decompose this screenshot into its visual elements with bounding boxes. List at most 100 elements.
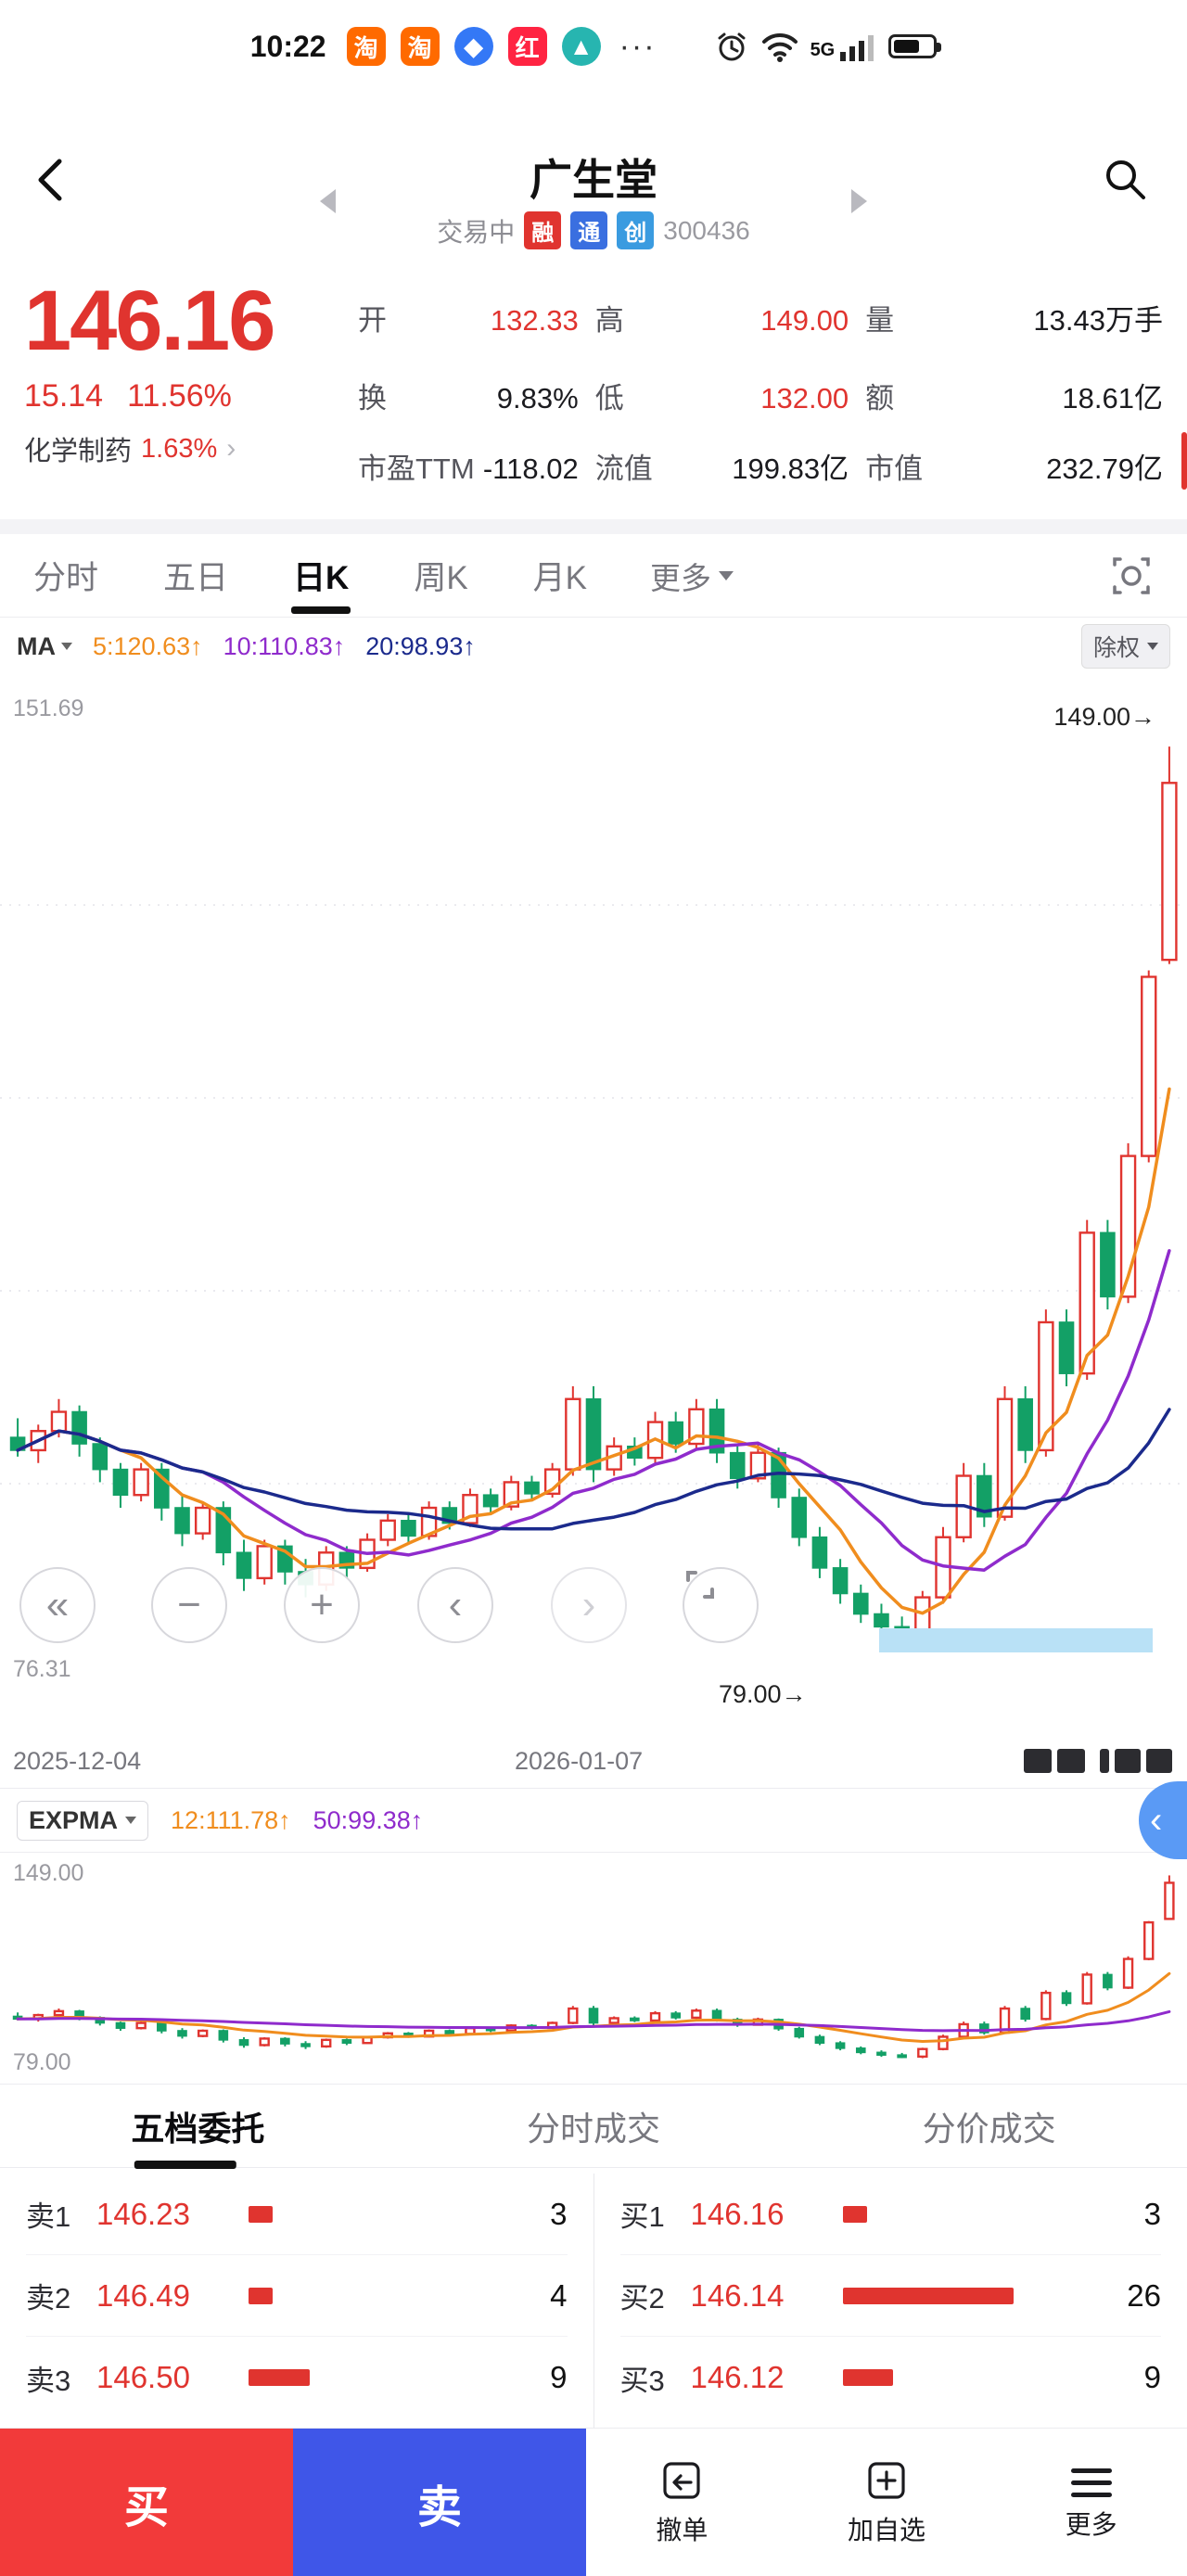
status-bar: 10:22 淘 淘 ◆ 红 ▲ ··· 5G bbox=[0, 0, 1187, 93]
industry-name: 化学制药 bbox=[24, 437, 133, 466]
stat-high: 高 149.00 bbox=[594, 303, 849, 337]
section-divider bbox=[0, 519, 1187, 534]
more-notifications-icon: ··· bbox=[619, 28, 657, 64]
volume-bar bbox=[842, 2369, 893, 2386]
tab-daily-k[interactable]: 日K bbox=[291, 535, 351, 616]
jump-left-button[interactable]: « bbox=[19, 1567, 96, 1643]
pan-left-button[interactable]: ‹ bbox=[417, 1567, 493, 1643]
scroll-indicator bbox=[1181, 432, 1187, 490]
stat-low: 低 132.00 bbox=[594, 381, 849, 414]
signal-bars-icon bbox=[840, 35, 874, 61]
buy-button[interactable]: 买 bbox=[0, 2429, 293, 2576]
pan-right-button[interactable]: › bbox=[551, 1567, 627, 1643]
search-icon[interactable] bbox=[1100, 154, 1150, 209]
cancel-order-icon bbox=[663, 2461, 700, 2499]
prev-stock-arrow[interactable] bbox=[320, 189, 336, 213]
y-axis-max-label: 151.69 bbox=[13, 695, 84, 721]
ma10-value: 10:110.83↑ bbox=[223, 631, 346, 660]
add-watchlist-button[interactable]: 加自选 bbox=[848, 2458, 925, 2547]
chevron-down-icon bbox=[1147, 643, 1158, 650]
page-title: 广生堂 bbox=[530, 156, 657, 204]
ask-row-2[interactable]: 卖2 146.49 4 bbox=[26, 2255, 568, 2337]
tab-intraday[interactable]: 分时 bbox=[33, 560, 99, 596]
ma-dropdown[interactable]: MA bbox=[17, 632, 72, 661]
connect-badge: 通 bbox=[570, 211, 608, 249]
sub-y-min-label: 79.00 bbox=[13, 2049, 71, 2075]
wifi-icon bbox=[761, 32, 798, 62]
quote-stats-grid: 开 132.33 高 149.00 量 13.43万手 换 9.83% 低 132.00 … bbox=[358, 274, 1163, 519]
sub-y-max-label: 149.00 bbox=[13, 1860, 84, 1886]
stat-turnover-rate: 换 9.83% bbox=[358, 381, 579, 414]
ask-row-3[interactable]: 卖3 146.50 9 bbox=[26, 2360, 568, 2397]
x-label-start: 2025-12-04 bbox=[13, 1747, 142, 1775]
tab-order-book[interactable]: 五档委托 bbox=[0, 2084, 396, 2169]
chart-settings-icon[interactable] bbox=[1107, 552, 1155, 600]
tab-price-trades[interactable]: 分价成交 bbox=[922, 2109, 1056, 2148]
bid-column: 买1 146.16 3 买2 146.14 26 买3 146.12 9 bbox=[594, 2174, 1187, 2428]
tab-weekly-k[interactable]: 周K bbox=[414, 560, 468, 596]
price-change-row: 15.14 11.56% bbox=[24, 378, 358, 414]
ma5-value: 5:120.63↑ bbox=[93, 631, 203, 660]
volume-bar bbox=[842, 2205, 867, 2223]
blue-app-icon: ◆ bbox=[453, 27, 493, 66]
more-actions-button[interactable]: 更多 bbox=[1066, 2463, 1117, 2542]
x-label-obscured bbox=[1024, 1749, 1172, 1773]
fullscreen-button[interactable] bbox=[683, 1567, 759, 1643]
adjust-price-button[interactable]: 除权 bbox=[1080, 624, 1170, 669]
volume-bar bbox=[842, 2287, 1014, 2304]
expma-dropdown[interactable]: EXPMA bbox=[17, 1800, 149, 1841]
app-header: 广生堂 交易中 融 通 创 300436 bbox=[0, 93, 1187, 269]
chevron-down-icon bbox=[125, 1817, 137, 1824]
chevron-down-icon bbox=[61, 643, 72, 650]
ema12-value: 12:111.78↑ bbox=[171, 1805, 291, 1834]
change-amount: 15.14 bbox=[24, 378, 104, 414]
volume-bar bbox=[249, 2369, 310, 2386]
margin-badge: 融 bbox=[524, 211, 562, 249]
next-stock-arrow[interactable] bbox=[851, 189, 867, 213]
volume-bar bbox=[249, 2205, 273, 2223]
chinext-badge: 创 bbox=[617, 211, 655, 249]
ma-indicator-bar: MA 5:120.63↑ 10:110.83↑ 20:98.93↑ 除权 bbox=[0, 618, 1187, 675]
stat-volume: 量 13.43万手 bbox=[865, 303, 1163, 337]
stat-open: 开 132.33 bbox=[358, 303, 579, 337]
ema50-value: 50:99.38↑ bbox=[313, 1805, 424, 1834]
stat-float-cap: 流值 199.83亿 bbox=[594, 452, 849, 485]
ma20-value: 20:98.93↑ bbox=[365, 631, 476, 660]
industry-link[interactable]: 化学制药 1.63% › bbox=[24, 429, 358, 468]
x-axis: 2025-12-04 2026-01-07 bbox=[0, 1741, 1187, 1788]
volume-bar bbox=[249, 2287, 273, 2304]
bid-row-3[interactable]: 买3 146.12 9 bbox=[619, 2360, 1162, 2397]
taobao-icon: 淘 bbox=[400, 27, 440, 66]
stat-amount: 额 18.61亿 bbox=[865, 381, 1163, 414]
expma-chart[interactable] bbox=[0, 1853, 1187, 2085]
tab-time-trades[interactable]: 分时成交 bbox=[527, 2109, 661, 2148]
expma-chart-panel[interactable]: 149.00 79.00 bbox=[0, 1853, 1187, 2085]
bid-row-1[interactable]: 买1 146.16 3 bbox=[619, 2174, 1161, 2255]
period-low-annotation: 79.00→ bbox=[719, 1680, 807, 1708]
trading-status-label: 交易中 bbox=[437, 217, 516, 247]
tab-monthly-k[interactable]: 月K bbox=[532, 560, 588, 596]
candlestick-chart-panel[interactable]: 151.69 76.31 149.00→ 79.00→ « − + ‹ › bbox=[0, 675, 1187, 1741]
ask-column: 卖1 146.23 3 卖2 146.49 4 卖3 146.50 9 bbox=[0, 2174, 594, 2428]
ask-row-1[interactable]: 卖1 146.23 3 bbox=[26, 2174, 568, 2255]
zoom-in-button[interactable]: + bbox=[284, 1567, 360, 1643]
latest-high-annotation: 149.00→ bbox=[1053, 703, 1155, 731]
alarm-clock-icon bbox=[718, 32, 746, 61]
bid-row-2[interactable]: 买2 146.14 26 bbox=[619, 2255, 1161, 2337]
collapse-panel-handle[interactable]: ‹ bbox=[1139, 1781, 1187, 1859]
stat-pe-ttm: 市盈TTM -118.02 bbox=[358, 452, 579, 485]
period-tab-bar: 分时 五日 日K 周K 月K 更多 bbox=[0, 534, 1187, 618]
add-watchlist-icon bbox=[868, 2461, 905, 2499]
clock-time: 10:22 bbox=[249, 29, 326, 63]
tab-more-dropdown[interactable]: 更多 bbox=[650, 554, 734, 598]
zoom-out-button[interactable]: − bbox=[151, 1567, 227, 1643]
quote-panel: 146.16 15.14 11.56% 化学制药 1.63% › 开 132.33… bbox=[0, 269, 1187, 519]
cancel-order-button[interactable]: 撤单 bbox=[656, 2458, 708, 2547]
tab-5day[interactable]: 五日 bbox=[163, 560, 229, 596]
back-button[interactable] bbox=[32, 156, 72, 209]
candlestick-chart[interactable] bbox=[0, 675, 1187, 1741]
order-flow-tab-bar: 五档委托 分时成交 分价成交 bbox=[0, 2085, 1187, 2168]
network-type-label: 5G bbox=[810, 40, 836, 60]
sell-button[interactable]: 卖 bbox=[293, 2429, 586, 2576]
teal-app-icon: ▲ bbox=[561, 27, 601, 66]
